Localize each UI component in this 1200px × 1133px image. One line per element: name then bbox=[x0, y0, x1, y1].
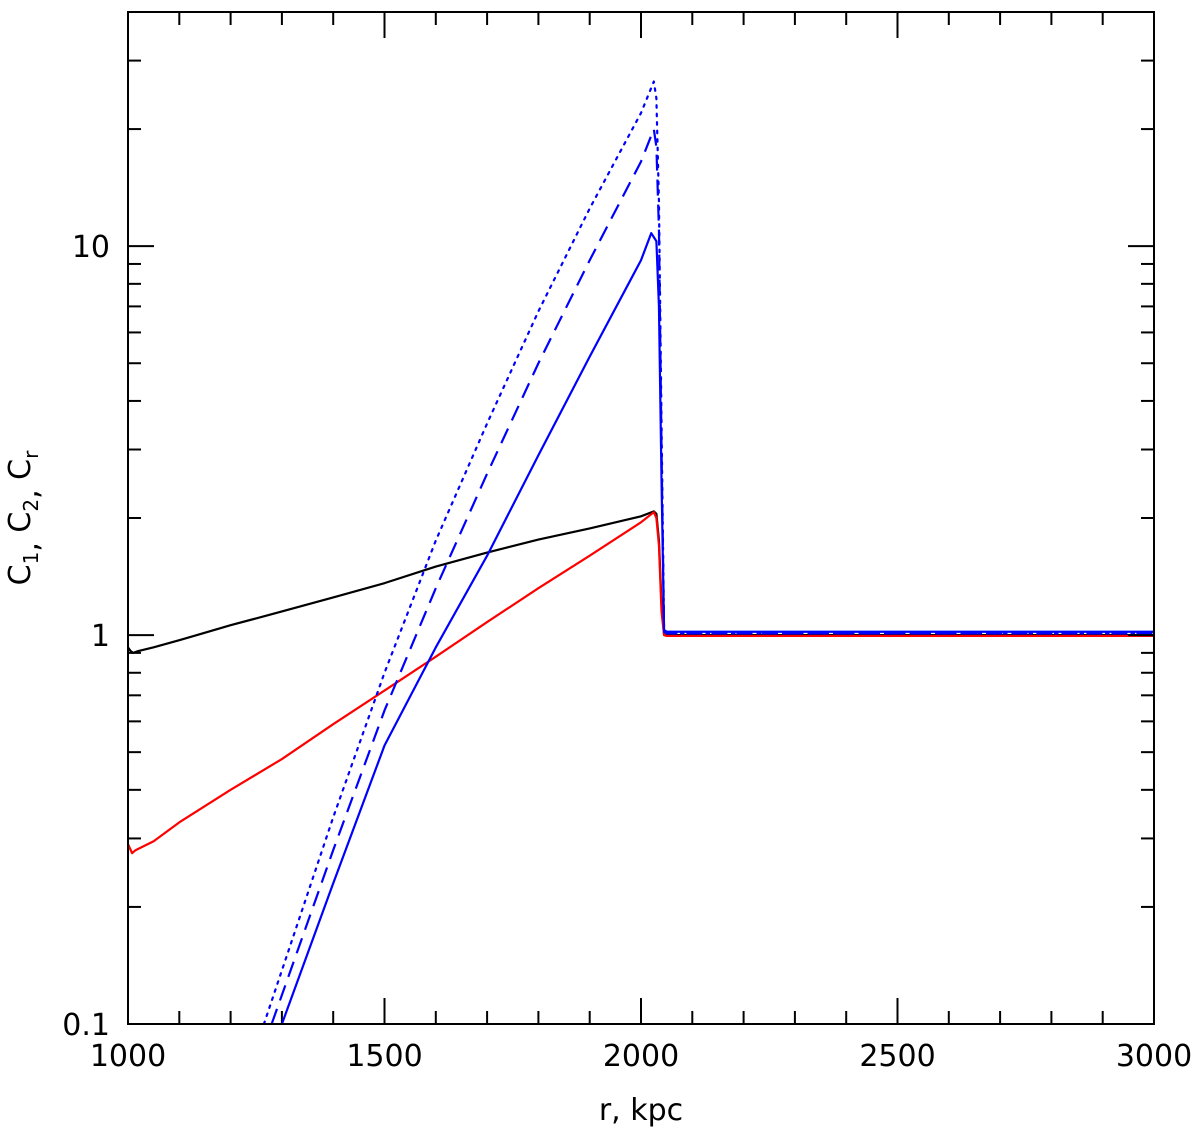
x-tick-label: 1000 bbox=[90, 1039, 166, 1074]
y-axis-title-subscript: r bbox=[19, 450, 43, 459]
y-axis-title-separator: , bbox=[11, 480, 46, 499]
y-axis-title-subscript: 1 bbox=[19, 552, 43, 565]
y-axis-title-separator: , bbox=[11, 533, 46, 552]
x-tick-label: 2500 bbox=[859, 1039, 935, 1074]
y-tick-label: 0.1 bbox=[62, 1008, 110, 1043]
y-tick-label: 10 bbox=[72, 230, 110, 265]
x-axis-title: r, kpc bbox=[599, 1093, 683, 1128]
tick-layer: 1000 1500 2000 2500 3000 0.1 1 10 bbox=[62, 12, 1192, 1074]
series-line-3 bbox=[280, 232, 1154, 1024]
y-axis-title-letter: C bbox=[3, 512, 38, 533]
y-axis-title: C1, C2, Cr bbox=[3, 450, 46, 585]
y-tick-label: 1 bbox=[91, 619, 110, 654]
minor-ticks bbox=[128, 11, 1154, 1024]
x-tick-label: 1500 bbox=[346, 1039, 422, 1074]
series-line-5 bbox=[262, 80, 1154, 1024]
series-line-2 bbox=[128, 511, 1154, 855]
x-tick-label: 3000 bbox=[1116, 1039, 1192, 1074]
y-axis-title-letter: C bbox=[3, 564, 38, 585]
x-tick-label: 2000 bbox=[603, 1039, 679, 1074]
y-axis-title-subscript: 2 bbox=[19, 499, 43, 512]
y-axis-title-letter: C bbox=[3, 459, 38, 480]
series-layer bbox=[128, 80, 1154, 1024]
